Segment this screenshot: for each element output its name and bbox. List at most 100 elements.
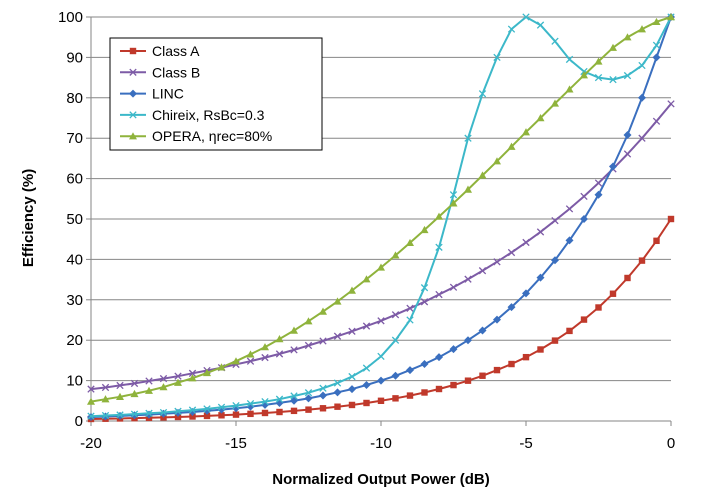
data-point bbox=[232, 401, 240, 410]
data-point bbox=[391, 371, 400, 380]
tick-labels: 0 10 20 30 40 50 60 70 80 90 100 -20 -15 -10 -5 0 bbox=[58, 9, 675, 452]
data-point bbox=[392, 395, 399, 402]
data-point bbox=[522, 238, 530, 247]
data-point bbox=[449, 345, 458, 354]
data-point bbox=[493, 258, 501, 266]
data-point bbox=[449, 199, 458, 207]
data-point bbox=[449, 191, 458, 199]
data-point bbox=[536, 114, 545, 122]
data-point bbox=[609, 162, 617, 171]
legend-label: OPERA, ηrec=80% bbox=[152, 128, 272, 144]
data-point bbox=[334, 403, 341, 410]
data-point bbox=[623, 150, 632, 158]
x-axis-title: Normalized Output Power (dB) bbox=[272, 471, 490, 488]
data-point bbox=[551, 37, 559, 45]
data-point bbox=[653, 237, 660, 245]
data-point bbox=[261, 397, 269, 406]
data-point bbox=[580, 316, 588, 323]
data-point bbox=[406, 366, 414, 375]
data-point bbox=[377, 352, 385, 361]
data-point bbox=[333, 379, 342, 387]
legend: Class A Class B LINC Chireix, RsBc=0.3 OPERA… bbox=[109, 37, 323, 151]
data-point bbox=[362, 275, 371, 283]
data-point bbox=[290, 346, 298, 354]
data-point bbox=[522, 289, 530, 298]
legend-marker bbox=[129, 111, 137, 119]
data-point bbox=[507, 303, 516, 312]
data-point bbox=[304, 341, 313, 350]
data-point bbox=[275, 395, 284, 403]
data-point bbox=[464, 377, 472, 384]
legend-item: OPERA, ηrec=80% bbox=[120, 128, 272, 144]
data-point bbox=[435, 290, 443, 299]
data-point bbox=[290, 407, 298, 415]
data-point bbox=[319, 384, 327, 392]
x-tick-label: -10 bbox=[370, 435, 392, 452]
data-point bbox=[551, 337, 559, 344]
data-point bbox=[130, 410, 139, 418]
series-5 bbox=[87, 13, 675, 405]
data-point bbox=[580, 215, 588, 223]
data-point bbox=[435, 353, 443, 362]
data-point bbox=[667, 100, 675, 108]
x-tick-label: -5 bbox=[519, 435, 532, 452]
data-point bbox=[101, 411, 110, 420]
y-tick-label: 50 bbox=[66, 211, 83, 228]
data-point bbox=[638, 61, 646, 70]
legend-label: Class B bbox=[152, 64, 200, 80]
data-point bbox=[319, 405, 327, 412]
legend-item: Class B bbox=[120, 64, 200, 80]
legend-label: Class A bbox=[152, 43, 200, 59]
legend-label: Chireix, RsBc=0.3 bbox=[152, 107, 265, 123]
data-point bbox=[247, 410, 254, 418]
data-point bbox=[188, 374, 197, 382]
data-point bbox=[479, 372, 486, 379]
data-point bbox=[362, 322, 371, 330]
data-point bbox=[246, 399, 255, 408]
data-point bbox=[261, 343, 269, 351]
data-point bbox=[493, 53, 501, 62]
y-tick-label: 90 bbox=[66, 49, 83, 66]
data-point bbox=[595, 304, 602, 311]
data-point bbox=[420, 284, 429, 292]
data-point bbox=[348, 385, 356, 394]
legend-marker bbox=[129, 89, 137, 98]
data-point bbox=[536, 228, 545, 236]
data-point bbox=[420, 225, 429, 234]
data-point bbox=[232, 411, 240, 418]
data-point bbox=[507, 142, 516, 150]
legend-marker bbox=[129, 47, 137, 55]
data-point bbox=[594, 73, 603, 82]
data-point bbox=[493, 366, 501, 374]
data-point bbox=[130, 379, 139, 388]
y-tick-label: 80 bbox=[66, 90, 83, 107]
data-point bbox=[638, 93, 646, 102]
data-point bbox=[464, 275, 472, 283]
x-tick-label: -15 bbox=[225, 435, 247, 452]
data-point bbox=[580, 71, 588, 79]
data-point bbox=[116, 411, 124, 419]
data-point bbox=[87, 385, 95, 393]
data-point bbox=[130, 389, 139, 398]
y-tick-label: 100 bbox=[58, 9, 83, 26]
data-point bbox=[377, 376, 385, 385]
y-tick-label: 0 bbox=[75, 413, 83, 430]
data-point bbox=[420, 298, 429, 306]
data-point bbox=[319, 337, 327, 345]
data-point bbox=[623, 130, 632, 139]
data-point bbox=[536, 21, 545, 29]
data-point bbox=[536, 273, 545, 282]
data-point bbox=[203, 405, 211, 413]
data-point bbox=[391, 311, 400, 319]
data-point bbox=[377, 263, 385, 271]
data-point bbox=[638, 134, 646, 142]
legend-marker bbox=[129, 132, 137, 140]
data-point bbox=[435, 243, 443, 251]
series-4 bbox=[87, 13, 675, 420]
data-point bbox=[362, 364, 371, 372]
data-point bbox=[565, 85, 574, 93]
data-point bbox=[333, 388, 342, 397]
data-point bbox=[508, 360, 515, 368]
data-point bbox=[261, 409, 269, 417]
